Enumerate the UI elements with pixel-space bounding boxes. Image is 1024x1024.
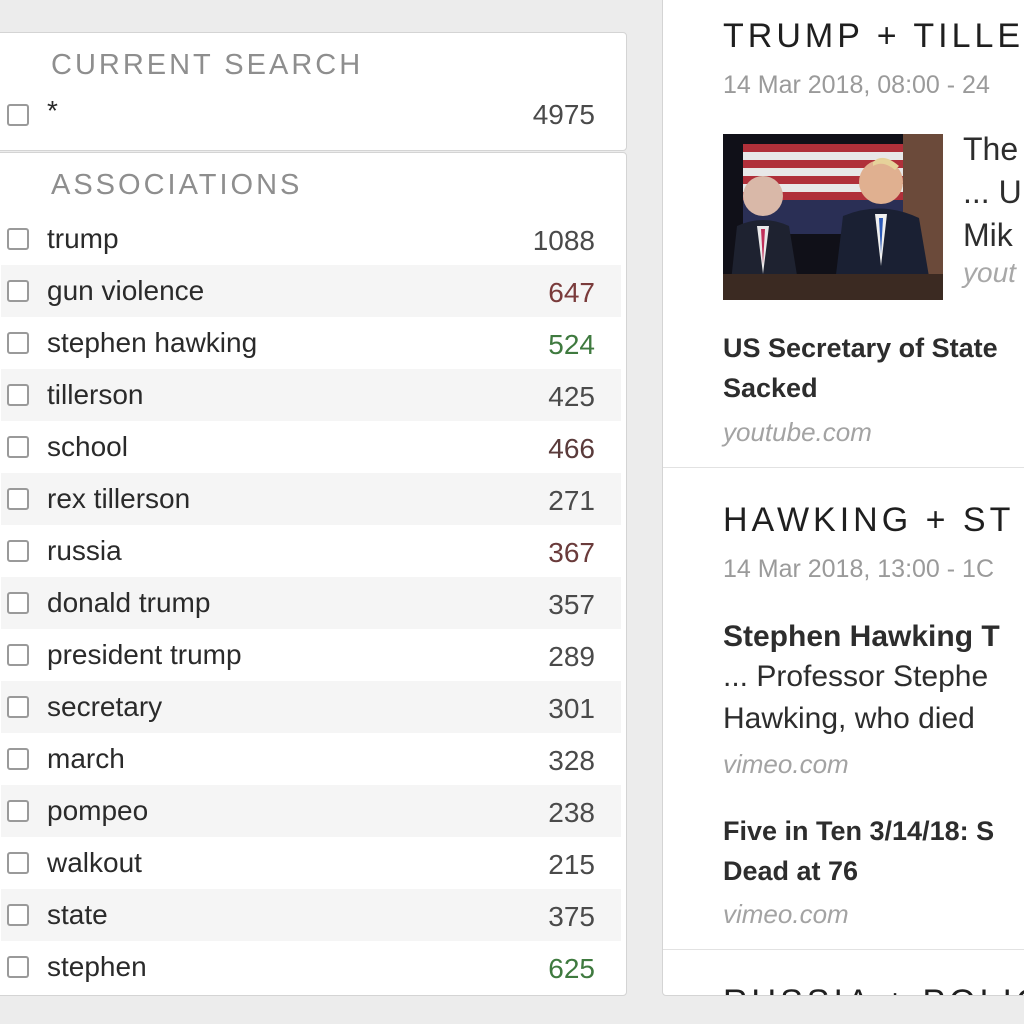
association-term[interactable]: donald trump (47, 587, 211, 618)
association-term[interactable]: stephen (47, 951, 147, 982)
current-search-term: * (47, 95, 58, 126)
association-row[interactable]: march 328 (1, 733, 621, 785)
story-source[interactable]: youtube.com (723, 417, 872, 447)
association-term[interactable]: president trump (47, 639, 242, 670)
association-checkbox[interactable] (7, 852, 29, 874)
association-checkbox[interactable] (7, 800, 29, 822)
story-text-line-1[interactable]: Stephen Hawking T (723, 620, 1000, 653)
story-headline-line-1[interactable]: Five in Ten 3/14/18: S (723, 816, 995, 846)
story-date: 14 Mar 2018, 08:00 - 24 (723, 71, 990, 99)
association-row[interactable]: rex tillerson 271 (1, 473, 621, 525)
association-checkbox[interactable] (7, 436, 29, 458)
association-count: 367 (548, 537, 595, 568)
stories-panel: TRUMP + TILLE 14 Mar 2018, 08:00 - 24 (662, 0, 1024, 996)
association-term[interactable]: school (47, 431, 128, 462)
association-count: 524 (548, 329, 595, 360)
snippet-line-1: The (963, 131, 1019, 167)
current-search-row[interactable]: * 4975 (1, 89, 621, 141)
story-source[interactable]: vimeo.com (723, 899, 849, 929)
association-row[interactable]: gun violence 647 (1, 265, 621, 317)
card-divider (663, 467, 1024, 468)
story-headline-line-2[interactable]: Sacked (723, 373, 818, 403)
association-count: 425 (548, 381, 595, 412)
association-row[interactable]: school 466 (1, 421, 621, 473)
association-checkbox[interactable] (7, 228, 29, 250)
story-source[interactable]: vimeo.com (723, 749, 849, 779)
association-count: 215 (548, 849, 595, 880)
association-term[interactable]: march (47, 743, 125, 774)
story-title-partial[interactable]: RUSSIA + POLIC (723, 983, 1024, 995)
association-term[interactable]: state (47, 899, 108, 930)
association-count: 328 (548, 745, 595, 776)
association-row[interactable]: secretary 301 (1, 681, 621, 733)
association-checkbox[interactable] (7, 592, 29, 614)
association-count: 357 (548, 589, 595, 620)
associations-panel: ASSOCIATIONS trump 1088 gun violence 647 ste… (0, 152, 627, 996)
association-row[interactable]: president trump 289 (1, 629, 621, 681)
current-search-title: CURRENT SEARCH (51, 49, 364, 81)
story-text-line-2: ... Professor Stephe (723, 660, 989, 693)
story-headline-line-1[interactable]: US Secretary of State (723, 333, 998, 363)
association-row[interactable]: russia 367 (1, 525, 621, 577)
association-checkbox[interactable] (7, 904, 29, 926)
story-date: 14 Mar 2018, 13:00 - 1C (723, 555, 994, 583)
association-term[interactable]: gun violence (47, 275, 205, 306)
association-checkbox[interactable] (7, 280, 29, 302)
association-count: 647 (548, 277, 595, 308)
association-term[interactable]: stephen hawking (47, 327, 258, 358)
video-thumbnail[interactable] (723, 134, 943, 300)
association-term[interactable]: pompeo (47, 795, 149, 826)
association-row[interactable]: walkout 215 (1, 837, 621, 889)
association-checkbox[interactable] (7, 644, 29, 666)
association-row[interactable]: donald trump 357 (1, 577, 621, 629)
video-snippet[interactable]: The ... U Mik yout (963, 128, 1022, 289)
snippet-source[interactable]: yout (963, 257, 1016, 288)
current-search-panel: CURRENT SEARCH * 4975 (0, 32, 627, 151)
association-count: 375 (548, 901, 595, 932)
story-text-line-3: Hawking, who died (723, 702, 975, 735)
association-row[interactable]: state 375 (1, 889, 621, 941)
story-title[interactable]: TRUMP + TILLE (723, 17, 1024, 55)
associations-title: ASSOCIATIONS (51, 169, 303, 201)
current-search-checkbox[interactable] (7, 104, 29, 126)
story-title[interactable]: HAWKING + ST (723, 501, 1015, 539)
card-divider (663, 949, 1024, 950)
association-checkbox[interactable] (7, 488, 29, 510)
association-row[interactable]: tillerson 425 (1, 369, 621, 421)
association-count: 238 (548, 797, 595, 828)
association-checkbox[interactable] (7, 748, 29, 770)
association-checkbox[interactable] (7, 332, 29, 354)
association-count: 289 (548, 641, 595, 672)
snippet-line-2: ... U (963, 174, 1022, 210)
association-term[interactable]: tillerson (47, 379, 144, 410)
current-search-count: 4975 (532, 99, 595, 130)
association-row[interactable]: pompeo 238 (1, 785, 621, 837)
association-count: 625 (548, 953, 595, 984)
association-row[interactable]: stephen 625 (1, 941, 621, 993)
association-row[interactable]: stephen hawking 524 (1, 317, 621, 369)
association-count: 271 (548, 485, 595, 516)
snippet-line-3: Mik (963, 217, 1013, 253)
association-checkbox[interactable] (7, 384, 29, 406)
story-headline-line-2[interactable]: Dead at 76 (723, 856, 859, 886)
association-term[interactable]: secretary (47, 691, 163, 722)
association-row[interactable]: trump 1088 (1, 213, 621, 265)
association-checkbox[interactable] (7, 696, 29, 718)
association-count: 301 (548, 693, 595, 724)
association-checkbox[interactable] (7, 956, 29, 978)
association-term[interactable]: trump (47, 223, 119, 254)
association-count: 1088 (532, 225, 595, 256)
association-count: 466 (548, 433, 595, 464)
association-term[interactable]: russia (47, 535, 122, 566)
association-term[interactable]: rex tillerson (47, 483, 191, 514)
association-checkbox[interactable] (7, 540, 29, 562)
thumbnail-image (723, 134, 943, 300)
association-term[interactable]: walkout (47, 847, 142, 878)
